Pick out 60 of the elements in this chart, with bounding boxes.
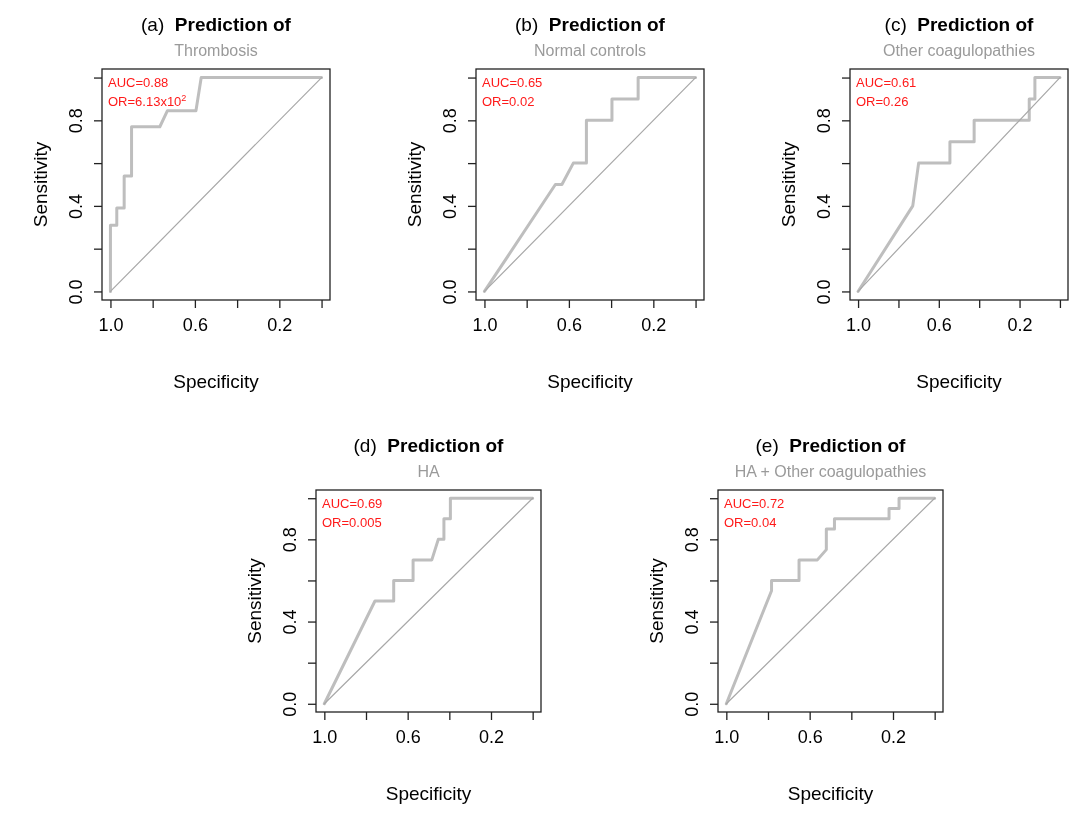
y-tick-label: 0.4 xyxy=(280,609,300,635)
y-axis-title: Sensitivity xyxy=(778,141,799,228)
annotation: OR=0.26 xyxy=(856,94,909,109)
y-tick-label: 0.4 xyxy=(440,193,460,219)
annotation: AUC=0.88 xyxy=(108,75,169,90)
x-tick-label: 0.2 xyxy=(880,726,907,747)
x-axis-title: Specificity xyxy=(547,371,634,392)
x-axis-title: Specificity xyxy=(916,371,1003,392)
annotation: OR=6.13x10$^{2}$ xyxy=(108,93,187,109)
y-axis-title: Sensitivity xyxy=(646,557,667,644)
x-axis-title: Specificity xyxy=(385,783,472,804)
annotation: OR=0.02 xyxy=(482,94,535,109)
x-tick-label: 0.2 xyxy=(1007,314,1033,335)
x-tick-label: 0.6 xyxy=(556,314,582,335)
annotation: AUC=0.72 xyxy=(724,496,785,511)
y-tick-label: 0.0 xyxy=(814,279,834,305)
y-tick-label: 0.8 xyxy=(66,108,86,134)
chart-title: (a) Prediction of xyxy=(141,14,292,35)
y-axis-title: Sensitivity xyxy=(30,141,51,228)
chart-title: (e) Prediction of xyxy=(755,435,907,456)
annotation: OR=0.005 xyxy=(322,515,382,530)
x-tick-label: 1.0 xyxy=(98,314,124,335)
x-tick-label: 0.2 xyxy=(478,726,505,747)
y-tick-label: 0.4 xyxy=(66,193,86,219)
y-tick-label: 0.0 xyxy=(682,691,702,717)
chart-subtitle: HA + Other coagulopathies xyxy=(734,463,927,480)
y-tick-label: 0.0 xyxy=(440,279,460,305)
x-tick-label: 0.6 xyxy=(926,314,952,335)
x-axis-title: Specificity xyxy=(787,783,874,804)
chart-title: (d) Prediction of xyxy=(353,435,505,456)
y-axis-title: Sensitivity xyxy=(404,141,425,228)
chart-subtitle: Normal controls xyxy=(533,42,647,59)
x-tick-label: 0.2 xyxy=(641,314,667,335)
chart-subtitle: Other coagulopathies xyxy=(882,42,1036,59)
y-tick-label: 0.0 xyxy=(66,279,86,305)
y-tick-label: 0.8 xyxy=(814,108,834,134)
chart-subtitle: HA xyxy=(417,463,440,480)
x-tick-label: 0.6 xyxy=(395,726,421,747)
x-tick-label: 0.6 xyxy=(182,314,208,335)
x-tick-label: 0.2 xyxy=(267,314,293,335)
annotation: OR=0.04 xyxy=(724,515,777,530)
y-tick-label: 0.8 xyxy=(682,527,702,553)
chart-title: (c) Prediction of xyxy=(884,14,1035,35)
x-tick-label: 1.0 xyxy=(312,726,338,747)
x-tick-label: 1.0 xyxy=(714,726,740,747)
chart-title: (b) Prediction of xyxy=(515,14,666,35)
x-tick-label: 0.6 xyxy=(797,726,823,747)
y-tick-label: 0.8 xyxy=(280,527,300,553)
annotation: AUC=0.61 xyxy=(856,75,917,90)
annotation: AUC=0.65 xyxy=(482,75,543,90)
y-tick-label: 0.4 xyxy=(814,193,834,219)
chart-subtitle: Thrombosis xyxy=(174,42,258,59)
x-axis-title: Specificity xyxy=(173,371,260,392)
y-tick-label: 0.8 xyxy=(440,108,460,134)
y-tick-label: 0.0 xyxy=(280,691,300,717)
x-tick-label: 1.0 xyxy=(846,314,872,335)
x-tick-label: 1.0 xyxy=(472,314,498,335)
y-axis-title: Sensitivity xyxy=(244,557,265,644)
y-tick-label: 0.4 xyxy=(682,609,702,635)
annotation: AUC=0.69 xyxy=(322,496,383,511)
